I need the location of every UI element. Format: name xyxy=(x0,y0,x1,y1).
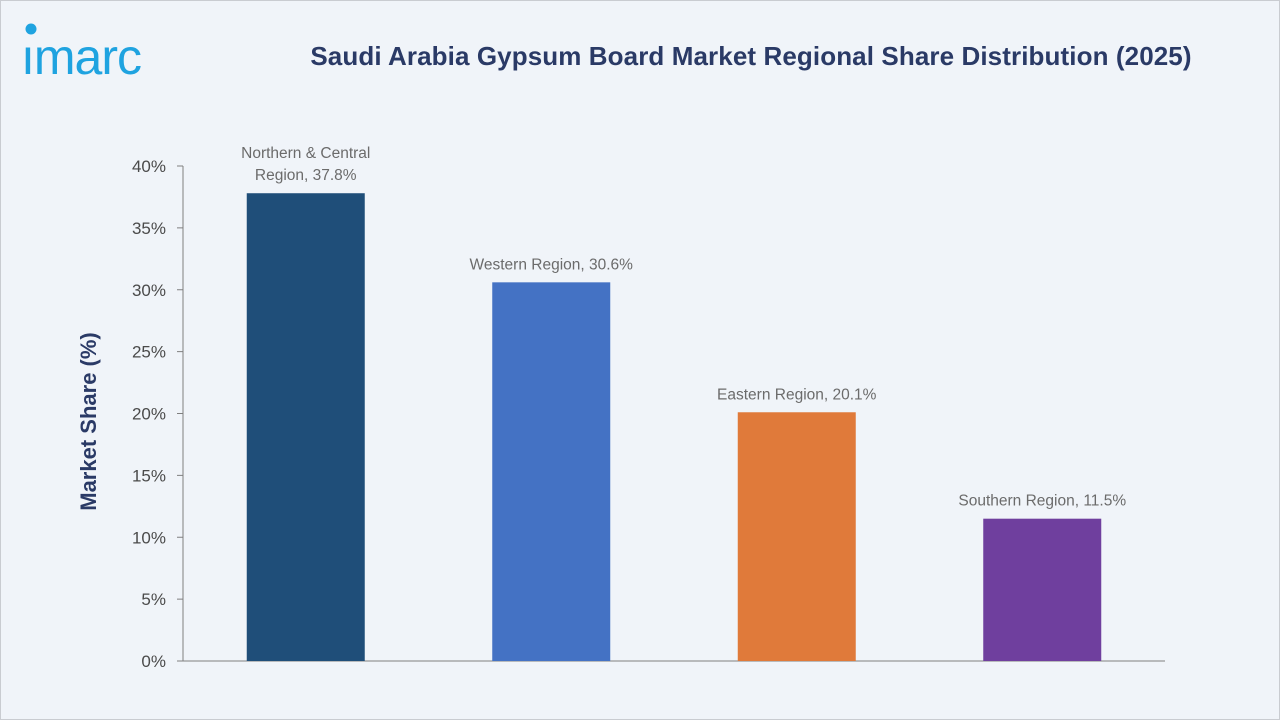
data-label-3: Eastern Region, 20.1% xyxy=(717,386,877,403)
bar-4 xyxy=(983,518,1102,661)
imarc-logo: ımarc xyxy=(21,23,142,85)
data-label-1: Region, 37.8% xyxy=(255,167,357,184)
y-tick-label: 0% xyxy=(141,652,166,671)
chart-title: Saudi Arabia Gypsum Board Market Regiona… xyxy=(310,41,1192,71)
y-tick-label: 25% xyxy=(132,343,166,362)
y-tick-label: 30% xyxy=(132,281,166,300)
data-label-2: Western Region, 30.6% xyxy=(470,256,634,273)
data-label-4: Southern Region, 11.5% xyxy=(958,493,1126,510)
y-tick-label: 40% xyxy=(132,157,166,176)
data-label-1: Northern & Central xyxy=(241,145,370,162)
y-axis-title: Market Share (%) xyxy=(76,332,101,511)
bar-2 xyxy=(492,282,611,661)
svg-text:ımarc: ımarc xyxy=(21,29,141,85)
y-tick-label: 5% xyxy=(141,590,166,609)
bar-3 xyxy=(737,412,856,661)
y-tick-label: 10% xyxy=(132,528,166,547)
y-tick-label: 15% xyxy=(132,466,166,485)
bar-1 xyxy=(246,193,365,661)
y-tick-label: 35% xyxy=(132,219,166,238)
y-tick-label: 20% xyxy=(132,405,166,424)
